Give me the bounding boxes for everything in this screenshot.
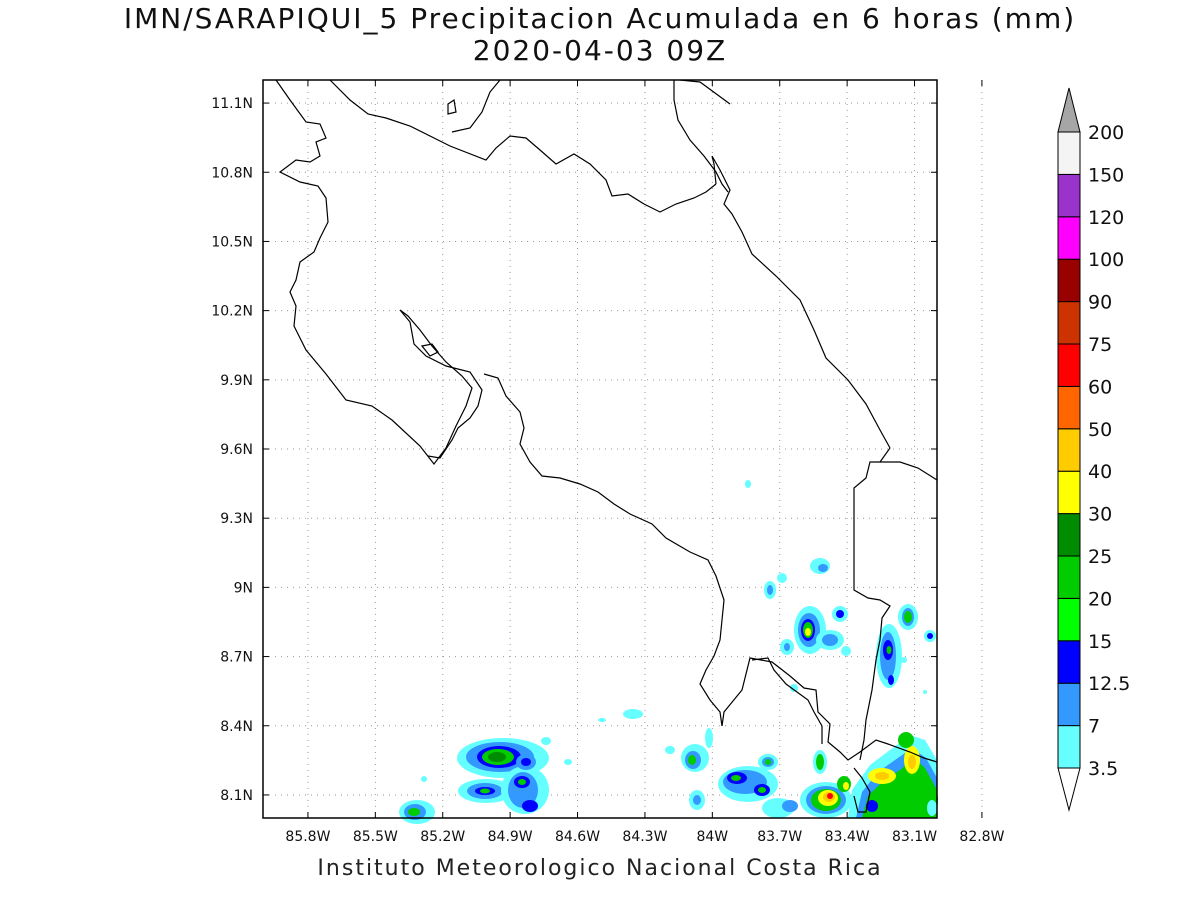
lat-tick-label: 10.8N <box>211 165 253 181</box>
precip-cell <box>876 624 902 688</box>
lat-tick-label: 9.9N <box>220 373 253 389</box>
colorbar-swatch <box>1057 597 1081 642</box>
colorbar-swatch <box>1057 301 1081 345</box>
colorbar-level-label: 120 <box>1088 207 1124 229</box>
precipitation-field <box>399 480 938 824</box>
colorbar-level-label: 75 <box>1088 334 1112 356</box>
precip-cell <box>718 766 778 802</box>
colorbar-swatch <box>1057 725 1081 769</box>
precip-cell <box>800 782 852 818</box>
lon-tick-label: 82.8W <box>959 829 1004 845</box>
lon-tick-label: 85.5W <box>353 829 398 845</box>
colorbar-level-label: 3.5 <box>1088 758 1118 780</box>
colorbar-over-triangle <box>1057 87 1081 133</box>
precip-cell <box>501 754 549 814</box>
lat-tick-label: 9N <box>234 580 253 596</box>
precip-cell <box>665 728 713 810</box>
coastline <box>275 79 938 813</box>
lon-tick-label: 83.7W <box>757 829 802 845</box>
colorbar-swatch <box>1057 385 1081 430</box>
colorbar-level-label: 150 <box>1088 164 1124 186</box>
colorbar-level-label: 50 <box>1088 419 1112 441</box>
lon-tick-label: 85.2W <box>420 829 465 845</box>
lon-tick-label: 83.1W <box>892 829 937 845</box>
lat-tick-label: 9.3N <box>220 511 253 527</box>
colorbar-level-label: 100 <box>1088 249 1124 271</box>
map-subtitle-date: 2020-04-03 09Z <box>472 34 728 67</box>
footer-credit: Instituto Meteorologico Nacional Costa R… <box>317 856 883 881</box>
map-grid <box>263 80 983 818</box>
colorbar-swatch <box>1057 555 1081 599</box>
colorbar-swatch <box>1057 640 1081 684</box>
colorbar-level-label: 25 <box>1088 546 1112 568</box>
colorbar-level-label: 40 <box>1088 461 1112 483</box>
precip-cell <box>794 606 826 654</box>
lat-tick-label: 8.4N <box>220 719 253 735</box>
colorbar-level-label: 15 <box>1088 631 1112 653</box>
colorbar-swatch <box>1057 428 1081 472</box>
colorbar-swatch <box>1057 258 1081 303</box>
colorbar-swatch <box>1057 682 1081 727</box>
colorbar-level-label: 60 <box>1088 376 1112 398</box>
colorbar-swatch <box>1057 470 1081 515</box>
colorbar-swatch <box>1057 173 1081 218</box>
colorbar-level-label: 20 <box>1088 588 1112 610</box>
lon-tick-label: 83.4W <box>825 829 870 845</box>
map-title: IMN/SARAPIQUI_5 Precipitacion Acumulada … <box>123 2 1077 35</box>
lon-tick-label: 84W <box>696 829 728 845</box>
colorbar-level-label: 7 <box>1088 716 1100 738</box>
colorbar-swatch <box>1057 343 1081 387</box>
lat-tick-label: 11.1N <box>211 96 253 112</box>
colorbar-swatch <box>1057 513 1081 557</box>
colorbar-swatch <box>1057 216 1081 260</box>
longitude-axis: 85.8W 85.5W 85.2W 84.9W 84.6W 84.3W 84W 83.7W 83… <box>285 829 1004 845</box>
latitude-axis: 11.1N 10.8N 10.5N 10.2N 9.9N 9.6N 9.3N 9N 8.7N 8.… <box>211 96 253 804</box>
colorbar-swatch <box>1057 131 1081 175</box>
lon-tick-label: 85.8W <box>285 829 330 845</box>
lon-tick-label: 84.6W <box>555 829 600 845</box>
precip-cell <box>458 779 514 803</box>
lat-tick-label: 8.1N <box>220 788 253 804</box>
colorbar-level-label: 90 <box>1088 292 1112 314</box>
colorbar-level-label: 12.5 <box>1088 673 1130 695</box>
lon-tick-label: 84.9W <box>488 829 533 845</box>
precip-cell <box>848 732 938 818</box>
colorbar-legend: 3.5 7 12.5 15 20 25 30 40 50 60 75 90 100 120 150 200 <box>1057 87 1130 812</box>
map-frame <box>262 79 938 819</box>
precip-cell <box>399 800 435 824</box>
lat-tick-label: 8.7N <box>220 650 253 666</box>
colorbar-level-label: 30 <box>1088 504 1112 526</box>
lat-tick-label: 10.5N <box>211 234 253 250</box>
lat-tick-label: 10.2N <box>211 304 253 320</box>
colorbar-level-label: 200 <box>1088 122 1124 144</box>
colorbar-under-triangle <box>1057 767 1081 812</box>
lat-tick-label: 9.6N <box>220 442 253 458</box>
lon-tick-label: 84.3W <box>622 829 667 845</box>
